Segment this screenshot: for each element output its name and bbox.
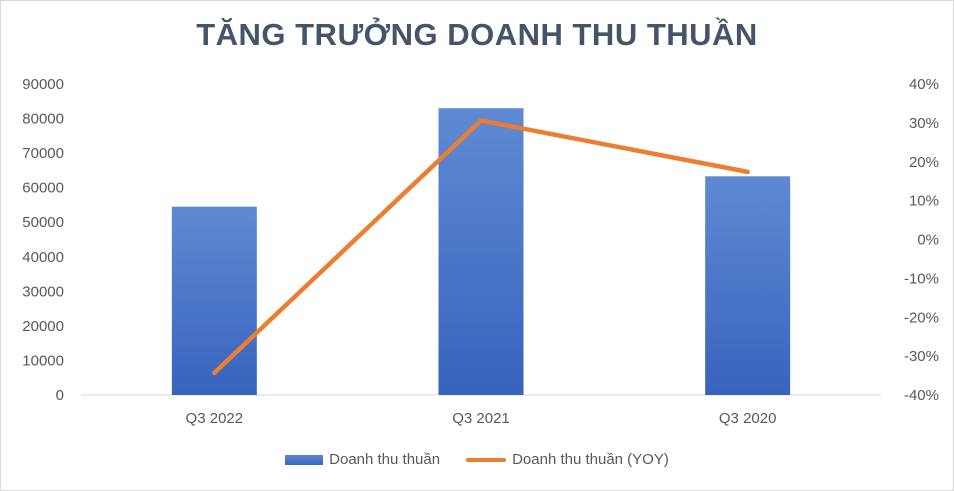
line-series bbox=[212, 118, 750, 376]
category-label: Q3 2021 bbox=[452, 410, 510, 427]
bar bbox=[705, 176, 791, 395]
left-tick-label: 80000 bbox=[22, 111, 64, 128]
bar bbox=[171, 206, 257, 395]
left-tick-label: 20000 bbox=[22, 318, 64, 335]
right-tick-label: 0% bbox=[917, 232, 939, 249]
legend: Doanh thu thuần Doanh thu thuần (YOY) bbox=[1, 451, 953, 468]
left-tick-label: 30000 bbox=[22, 283, 64, 300]
bar-series bbox=[171, 108, 791, 395]
category-label: Q3 2020 bbox=[719, 410, 777, 427]
right-tick-label: -20% bbox=[904, 309, 939, 326]
right-tick-label: -10% bbox=[904, 270, 939, 287]
left-tick-label: 70000 bbox=[22, 145, 64, 162]
right-tick-label: 40% bbox=[909, 76, 939, 93]
left-tick-label: 40000 bbox=[22, 249, 64, 266]
category-label: Q3 2022 bbox=[186, 410, 244, 427]
right-tick-label: 30% bbox=[909, 115, 939, 132]
right-axis-ticks: -40% -30% -20% -10% 0% 10% 20% 30% 40% bbox=[904, 76, 939, 404]
category-labels: Q3 2022 Q3 2021 Q3 2020 bbox=[186, 410, 777, 427]
right-tick-label: 20% bbox=[909, 154, 939, 171]
legend-item-line: Doanh thu thuần (YOY) bbox=[466, 451, 669, 468]
left-tick-label: 50000 bbox=[22, 214, 64, 231]
legend-label-line: Doanh thu thuần (YOY) bbox=[512, 451, 669, 468]
right-tick-label: -40% bbox=[904, 387, 939, 404]
right-tick-label: -30% bbox=[904, 348, 939, 365]
bar bbox=[438, 108, 524, 395]
legend-item-bar: Doanh thu thuần bbox=[285, 451, 440, 468]
right-tick-label: 10% bbox=[909, 193, 939, 210]
left-tick-label: 90000 bbox=[22, 76, 64, 93]
chart-title: TĂNG TRƯỞNG DOANH THU THUẦN bbox=[196, 17, 758, 52]
left-tick-label: 10000 bbox=[22, 352, 64, 369]
left-tick-label: 60000 bbox=[22, 180, 64, 197]
left-axis-ticks: 0 10000 20000 30000 40000 50000 60000 70000 8000… bbox=[22, 76, 64, 404]
legend-label-bar: Doanh thu thuần bbox=[329, 451, 441, 468]
legend-swatch-bar bbox=[285, 454, 324, 465]
left-tick-label: 0 bbox=[56, 387, 64, 404]
legend-swatch-line bbox=[466, 457, 507, 462]
yoy-line bbox=[212, 118, 750, 376]
